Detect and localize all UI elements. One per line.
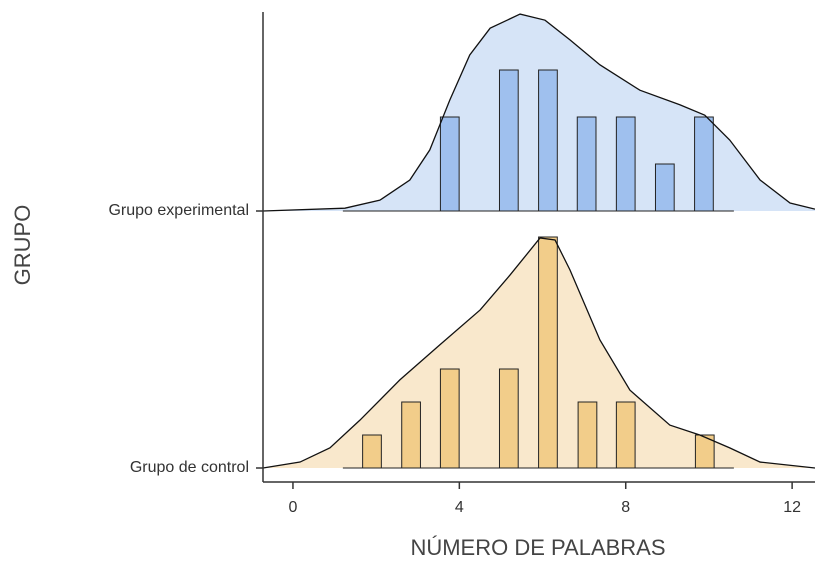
y-axis-title: GRUPO xyxy=(10,205,35,286)
hist-bar xyxy=(439,368,460,469)
hist-bar xyxy=(498,368,519,469)
hist-bar xyxy=(576,116,597,212)
hist-bar xyxy=(498,69,519,212)
density-line xyxy=(262,13,815,212)
density-line xyxy=(262,237,815,469)
hist-bar xyxy=(538,236,558,469)
hist-bar xyxy=(362,434,382,469)
hist-bar xyxy=(538,69,558,212)
hist-bar xyxy=(694,116,714,212)
hist-bar xyxy=(577,401,598,469)
y-tick-label: Grupo experimental xyxy=(108,202,249,219)
x-tick-label: 0 xyxy=(288,499,297,516)
hist-bar xyxy=(439,116,460,212)
x-tick-label: 8 xyxy=(621,499,630,516)
x-tick-label: 12 xyxy=(783,499,801,516)
x-axis-title: NÚMERO DE PALABRAS xyxy=(410,535,665,560)
hist-bar xyxy=(615,401,636,469)
x-tick-label: 4 xyxy=(455,499,464,516)
hist-bar xyxy=(654,163,675,212)
hist-bar xyxy=(615,116,636,212)
y-tick-label: Grupo de control xyxy=(130,459,249,476)
hist-bar xyxy=(401,401,421,469)
hist-bar xyxy=(694,434,715,469)
